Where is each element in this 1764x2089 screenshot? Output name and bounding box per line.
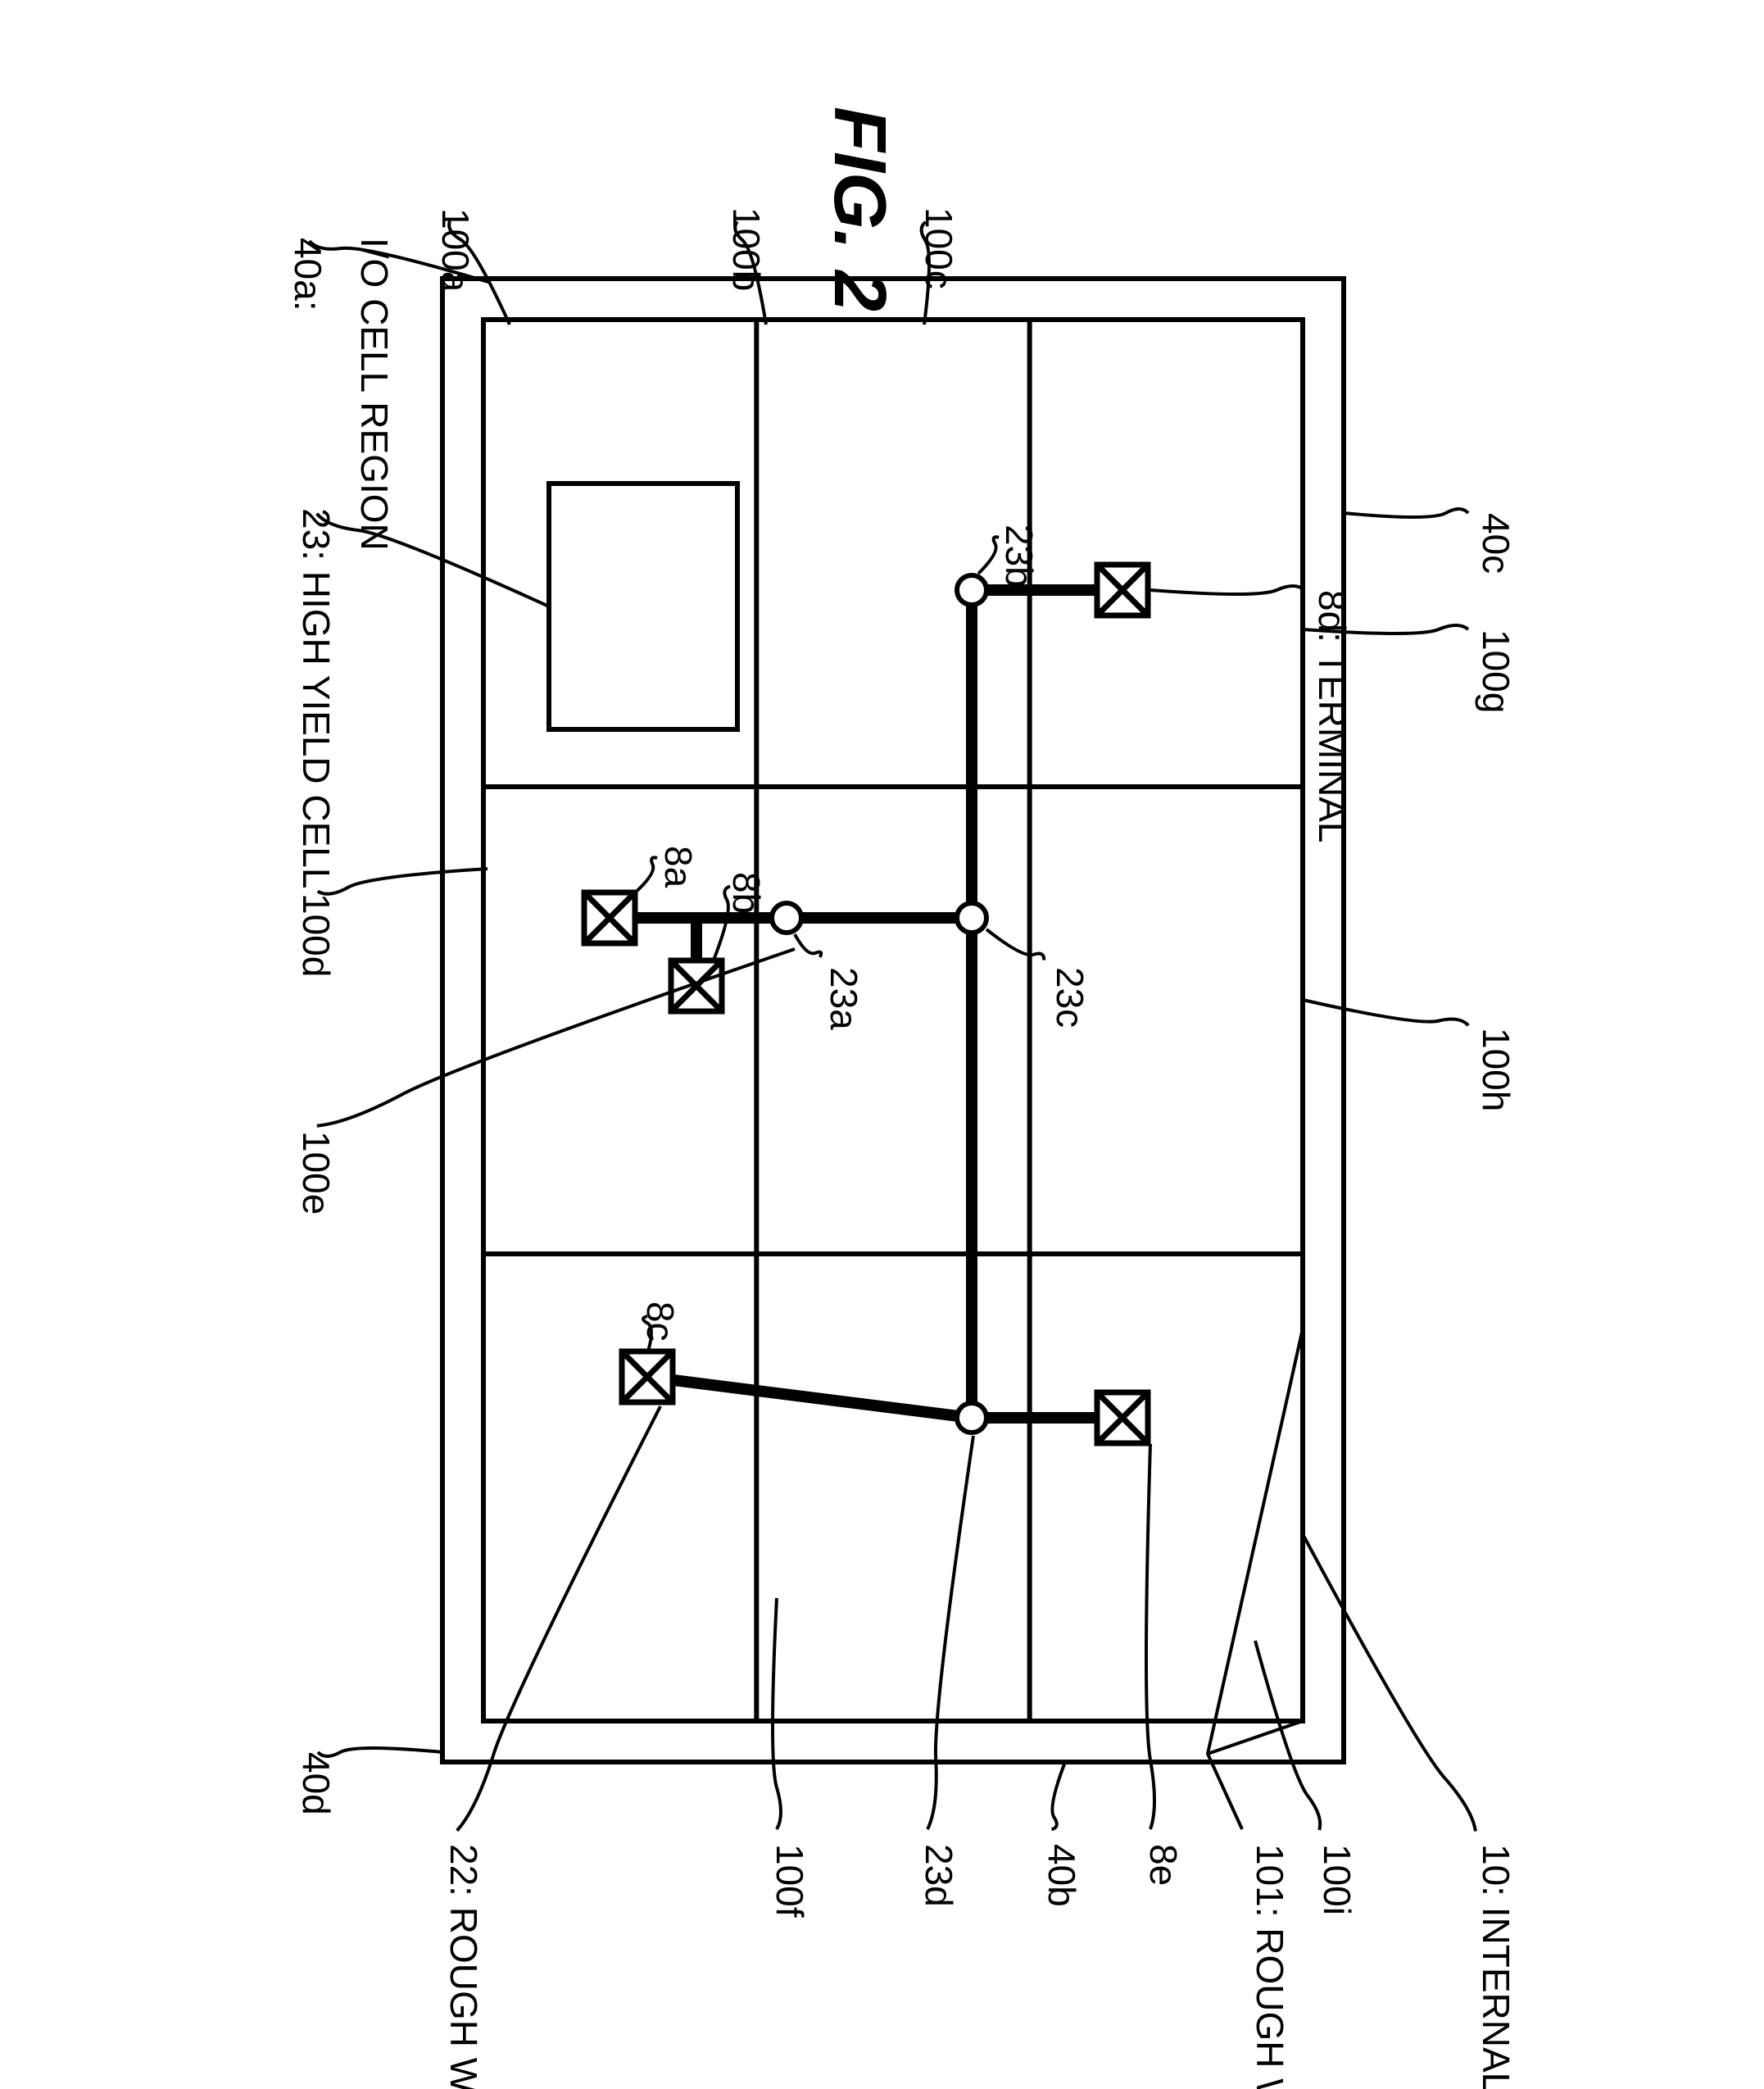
label-l100a: 100a [434,208,477,293]
label-l100i: 100i [1316,1844,1358,1915]
label-l23b: 23b [998,525,1041,588]
label-l40c: 40c [1475,513,1517,574]
page: FIG. 2 40a: I/O CELL REGION 100a 100b 100c 8a… [0,0,1764,2089]
terminal-t8d [1097,565,1148,615]
label-l100d: 100d [295,893,338,977]
label-l8a: 8a [657,846,700,888]
label-l23hyc: 23: HIGH YIELD CELL [295,508,338,888]
label-l100b: 100b [725,207,768,291]
label-l100e: 100e [295,1131,338,1215]
rough-wiring-path [647,1377,972,1418]
label-l8dterm: 8d: TERMINAL [1311,590,1354,842]
label-l23d: 23d [918,1844,960,1907]
leader-line [1146,1444,1154,1829]
leader-line [457,1406,660,1831]
leader-line [986,929,1044,960]
leader-line [773,1598,781,1829]
leader-line [1052,1762,1065,1829]
chip-outline [442,279,1344,1762]
label-l100f: 100f [769,1844,811,1918]
label-l8b: 8b [725,872,768,914]
label-l8c: 8c [639,1301,682,1342]
leader-line [317,949,795,1126]
leader-line [927,1436,973,1829]
label-fig40a: 40a: [287,238,329,311]
label-l100g: 100g [1475,629,1517,713]
label-l100h: 100h [1475,1028,1517,1111]
circuit-diagram: 40a: I/O CELL REGION 100a 100b 100c 8a 8b 8c 8d:… [0,0,1764,2089]
label-l23c: 23c [1049,967,1091,1028]
high-yield-cell [549,484,737,729]
figure-title: FIG. 2 [817,107,901,311]
terminal-t8e [1097,1392,1148,1443]
leader-line [795,934,821,957]
label-licr: 10: INTERNAL CIRCUIT REGION [1475,1844,1517,2089]
steiner-node-n23b [957,575,986,605]
terminal-t8c [622,1351,673,1402]
leader-line [318,869,487,894]
label-iocell: I/O CELL REGION [353,238,396,551]
leader-line [1303,1534,1476,1831]
leader-line [1344,509,1468,517]
leader-line [633,857,657,895]
terminal-t8b [671,960,722,1011]
label-l22: 22: ROUGH WIRING PATH [442,1844,485,2089]
steiner-node-n23a [772,903,801,933]
leader-line [317,514,549,606]
terminal-t8a [584,892,635,943]
label-l23a: 23a [823,967,865,1030]
leader-line [1150,586,1304,594]
steiner-node-n23d [957,1403,986,1433]
steiner-node-n23c [957,903,986,933]
label-l40d: 40d [295,1752,338,1815]
label-l100c: 100c [918,207,960,289]
leader-line [1303,1000,1468,1025]
leader-line [978,537,999,574]
label-l8e: 8e [1142,1844,1185,1886]
label-l101: 101: ROUGH WIRING GRID [1249,1844,1291,2089]
label-l40b: 40b [1041,1844,1083,1907]
